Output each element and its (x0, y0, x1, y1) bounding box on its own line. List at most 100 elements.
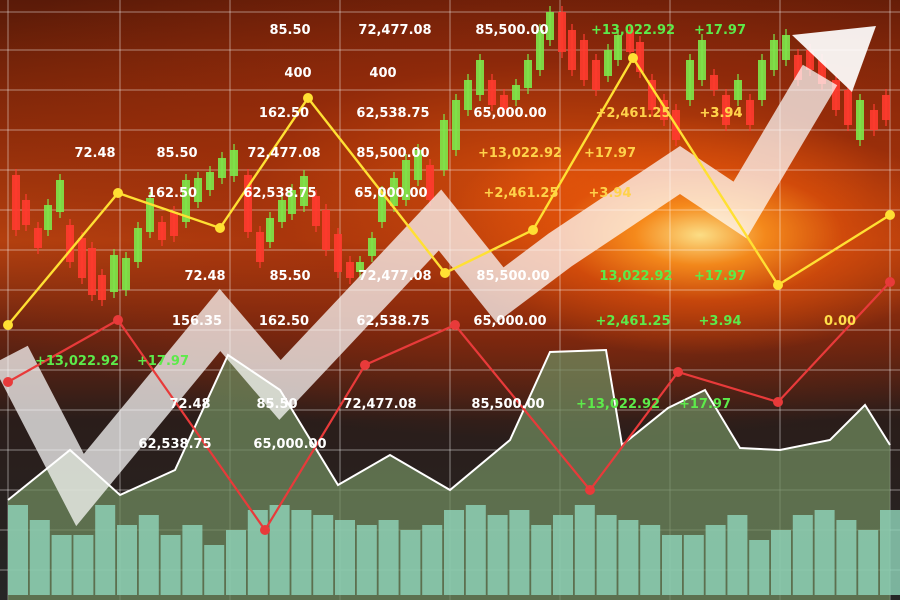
volume-bar (465, 505, 486, 595)
candle-body (782, 35, 790, 60)
volume-bar (444, 510, 464, 595)
red-line-point (113, 315, 123, 325)
ticker-label: 62,538.75 (356, 314, 430, 329)
ticker-label: 162.50 (258, 106, 310, 121)
ticker-label: 85,500.00 (471, 397, 545, 412)
volume-bar (509, 510, 530, 595)
volume-bar (247, 510, 268, 595)
volume-bar (226, 530, 246, 595)
red-line-point (885, 277, 895, 287)
volume-bar (771, 530, 791, 595)
volume-bar (422, 525, 443, 595)
candle-body (660, 100, 668, 120)
red-line-point (450, 320, 460, 330)
candle-body (604, 50, 612, 76)
candle-body (558, 12, 566, 52)
ticker-label: 85,500.00 (356, 146, 430, 161)
volume-bar (335, 520, 355, 595)
candle-body (98, 275, 106, 300)
candle-body (230, 150, 238, 176)
candle-body (592, 60, 600, 90)
candle-body (698, 40, 706, 80)
yellow-line-point (303, 93, 313, 103)
volume-bar (836, 520, 857, 595)
yellow-line-point (113, 188, 123, 198)
candle-body (288, 190, 296, 214)
volume-bar (749, 540, 770, 595)
candle-body (22, 200, 30, 225)
volume-bar (814, 510, 835, 595)
candle-body (746, 100, 754, 125)
volume-bar (291, 510, 312, 595)
volume-bar (574, 505, 595, 595)
candle-body (426, 165, 434, 200)
mountain-outline (7, 348, 891, 501)
yellow-line-point (3, 320, 13, 330)
volume-bar (705, 525, 726, 595)
candle-body (88, 248, 96, 295)
ticker-label: 72.48 (184, 269, 226, 284)
candle-body (134, 228, 142, 262)
ticker-label: +17.97 (678, 397, 732, 412)
candle-body (170, 212, 178, 236)
candlestick-series (12, 6, 890, 306)
ticker-label: 72.48 (74, 146, 116, 161)
candle-body (44, 205, 52, 230)
candle-body (300, 176, 308, 206)
yellow-line-point (440, 268, 450, 278)
candle-body (440, 120, 448, 170)
candle-body (78, 238, 86, 278)
red-line-point (260, 525, 270, 535)
candle-body (256, 232, 264, 262)
volume-bar (596, 515, 617, 595)
ticker-label: 400 (369, 66, 397, 81)
candle-body (794, 55, 802, 80)
candle-body (818, 60, 826, 84)
ticker-label: +13,022.92 (34, 354, 120, 369)
ticker-label: +13,022.92 (477, 146, 563, 161)
ticker-label: +17.97 (693, 269, 747, 284)
volume-bar (160, 535, 181, 595)
red-line-point (773, 397, 783, 407)
candle-body (12, 175, 20, 230)
ticker-label: +17.97 (583, 146, 637, 161)
arrow-head (792, 26, 876, 92)
volume-bar (727, 515, 748, 595)
candle-body (464, 80, 472, 110)
volume-bar (378, 520, 399, 595)
ticker-label: 65,000.00 (354, 186, 428, 201)
candle-body (194, 178, 202, 202)
yellow-line-point (773, 280, 783, 290)
red-line-point (673, 367, 683, 377)
volume-bar (858, 530, 879, 595)
volume-bar (792, 515, 813, 595)
trend-arrow-icon (0, 26, 876, 527)
volume-bar (880, 510, 900, 595)
ticker-label: +2,461.25 (595, 314, 671, 329)
candle-body (278, 200, 286, 222)
candle-body (110, 255, 118, 292)
yellow-line-point (885, 210, 895, 220)
volume-bar (182, 525, 203, 595)
ticker-label: 162.50 (146, 186, 198, 201)
ticker-label: 65,000.00 (253, 437, 327, 452)
volume-bar (553, 515, 573, 595)
candle-body (56, 180, 64, 212)
candle-body (206, 172, 214, 190)
candle-body (546, 12, 554, 40)
ticker-label: 72,477.08 (343, 397, 417, 412)
ticker-label: 162.50 (258, 314, 310, 329)
candle-body (806, 50, 814, 70)
ticker-label: +3.94 (699, 106, 743, 121)
ticker-label: 400 (284, 66, 312, 81)
candle-body (402, 160, 410, 200)
candle-body (452, 100, 460, 150)
ticker-label: 72,477.08 (247, 146, 321, 161)
ticker-label: 72,477.08 (358, 23, 432, 38)
volume-bar (487, 515, 508, 595)
candle-body (414, 150, 422, 180)
candle-body (266, 218, 274, 242)
ticker-label: 65,000.00 (473, 314, 547, 329)
volume-bar (531, 525, 552, 595)
